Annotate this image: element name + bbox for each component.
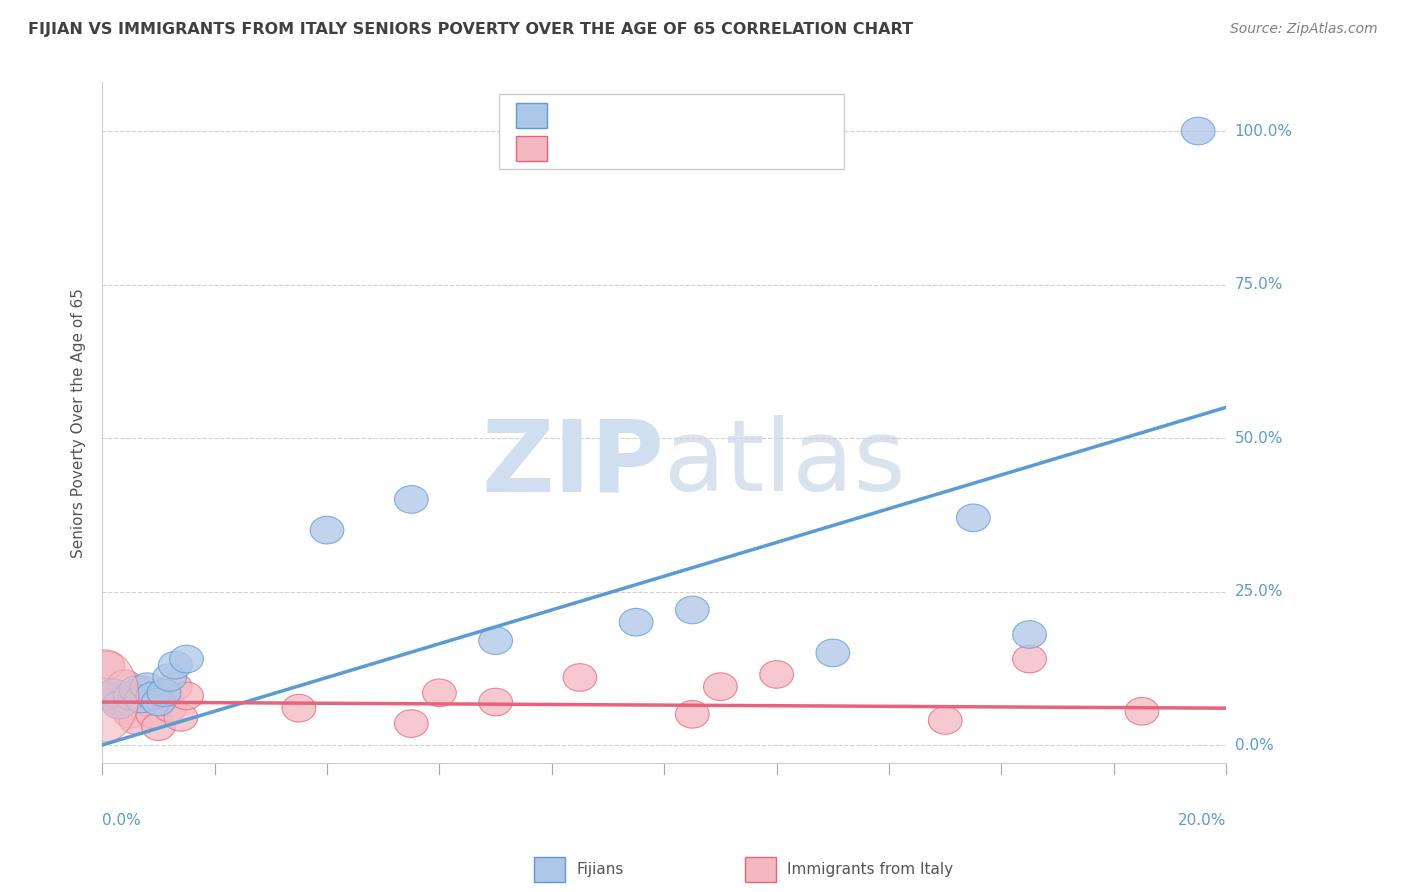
Ellipse shape [395, 485, 429, 513]
Ellipse shape [120, 676, 153, 704]
Ellipse shape [675, 700, 709, 728]
Ellipse shape [1125, 698, 1159, 725]
Ellipse shape [479, 689, 512, 716]
Ellipse shape [131, 673, 165, 700]
Ellipse shape [170, 682, 204, 710]
Ellipse shape [283, 694, 316, 722]
Ellipse shape [311, 516, 344, 544]
Ellipse shape [159, 673, 193, 700]
Text: Fijians: Fijians [576, 863, 624, 877]
Ellipse shape [479, 627, 512, 655]
Y-axis label: Seniors Poverty Over the Age of 65: Seniors Poverty Over the Age of 65 [72, 288, 86, 558]
Text: Source: ZipAtlas.com: Source: ZipAtlas.com [1230, 22, 1378, 37]
Text: 25.0%: 25.0% [1234, 584, 1282, 599]
Ellipse shape [103, 689, 136, 716]
Ellipse shape [148, 682, 181, 710]
Ellipse shape [125, 676, 159, 704]
Text: 75.0%: 75.0% [1234, 277, 1282, 292]
Ellipse shape [142, 689, 176, 716]
Text: 0.0%: 0.0% [103, 813, 141, 828]
Ellipse shape [153, 694, 187, 722]
Ellipse shape [153, 664, 187, 691]
Ellipse shape [97, 679, 131, 706]
Ellipse shape [103, 691, 136, 719]
Text: 50.0%: 50.0% [1234, 431, 1282, 445]
Ellipse shape [956, 504, 990, 532]
Ellipse shape [136, 700, 170, 728]
Ellipse shape [1181, 117, 1215, 145]
Ellipse shape [136, 682, 170, 710]
Ellipse shape [165, 704, 198, 731]
Text: 100.0%: 100.0% [1234, 123, 1292, 138]
Ellipse shape [142, 713, 176, 740]
Ellipse shape [675, 596, 709, 624]
Text: 0.0%: 0.0% [1234, 738, 1274, 753]
Ellipse shape [148, 679, 181, 706]
Ellipse shape [114, 700, 148, 728]
Ellipse shape [72, 650, 139, 742]
Ellipse shape [91, 651, 125, 679]
Ellipse shape [159, 651, 193, 679]
Ellipse shape [1012, 621, 1046, 648]
Text: atlas: atlas [664, 415, 905, 512]
Ellipse shape [91, 682, 125, 710]
Ellipse shape [170, 645, 204, 673]
Ellipse shape [815, 639, 849, 666]
Ellipse shape [759, 661, 793, 689]
Ellipse shape [125, 685, 159, 713]
Ellipse shape [928, 706, 962, 734]
Ellipse shape [1012, 645, 1046, 673]
Text: R = -0.030    N = 25: R = -0.030 N = 25 [558, 142, 713, 156]
Text: 20.0%: 20.0% [1178, 813, 1226, 828]
Ellipse shape [395, 710, 429, 738]
Ellipse shape [619, 608, 652, 636]
Text: R =  0.660    N = 22: R = 0.660 N = 22 [558, 109, 713, 123]
Ellipse shape [131, 689, 165, 716]
Ellipse shape [114, 682, 148, 710]
Ellipse shape [703, 673, 737, 700]
Ellipse shape [562, 664, 596, 691]
Text: FIJIAN VS IMMIGRANTS FROM ITALY SENIORS POVERTY OVER THE AGE OF 65 CORRELATION C: FIJIAN VS IMMIGRANTS FROM ITALY SENIORS … [28, 22, 912, 37]
Text: Immigrants from Italy: Immigrants from Italy [787, 863, 953, 877]
Ellipse shape [120, 706, 153, 734]
Ellipse shape [423, 679, 457, 706]
Ellipse shape [108, 670, 142, 698]
Text: ZIP: ZIP [481, 415, 664, 512]
